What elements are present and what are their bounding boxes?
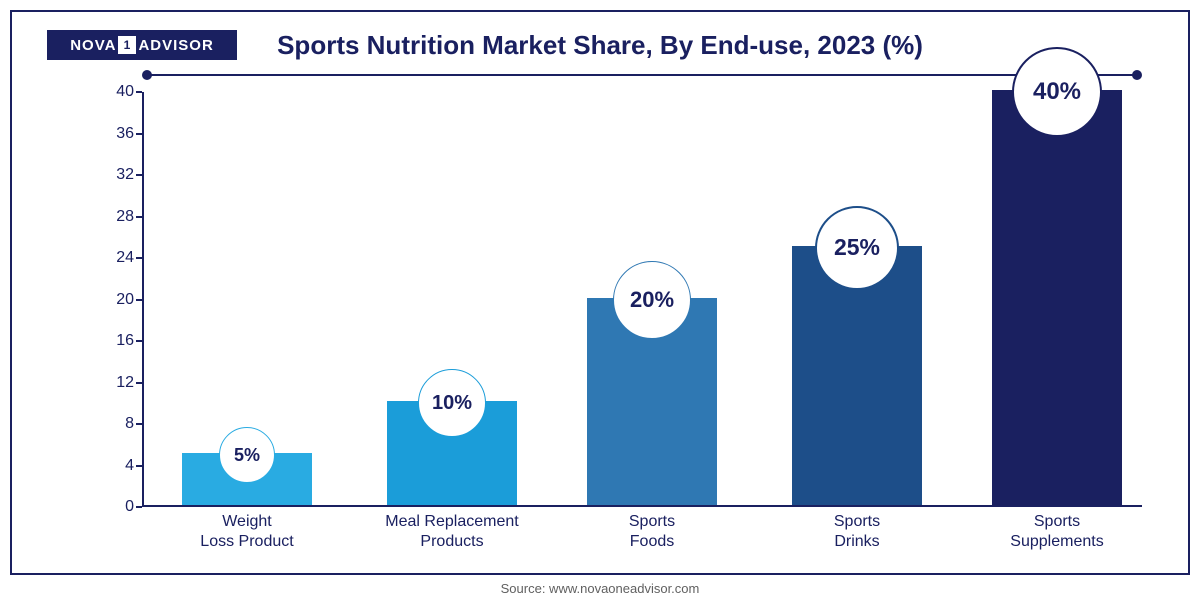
chart-title: Sports Nutrition Market Share, By End-us… [12,30,1188,61]
y-tick-label: 32 [102,166,134,184]
value-bubble: 20% [613,261,691,339]
y-tick-mark [136,340,142,342]
y-tick-mark [136,506,142,508]
y-tick-label: 0 [102,498,134,516]
y-tick-mark [136,423,142,425]
x-axis-label: Meal ReplacementProducts [362,512,542,552]
x-axis [142,505,1142,507]
y-tick-label: 4 [102,457,134,475]
chart-frame: NOVA 1 ADVISOR Sports Nutrition Market S… [10,10,1190,575]
x-axis-label: WeightLoss Product [157,512,337,552]
y-tick-mark [136,465,142,467]
y-tick-mark [136,382,142,384]
bar [992,90,1122,505]
y-tick-label: 20 [102,291,134,309]
y-tick-label: 40 [102,83,134,101]
y-tick-label: 28 [102,208,134,226]
y-tick-label: 12 [102,374,134,392]
y-tick-mark [136,299,142,301]
divider-dot-right [1132,70,1142,80]
y-tick-mark [136,174,142,176]
x-axis-label: SportsDrinks [767,512,947,552]
y-tick-label: 36 [102,125,134,143]
x-axis-label: SportsSupplements [967,512,1147,552]
value-bubble: 25% [815,206,899,290]
source-text: Source: www.novaoneadvisor.com [0,581,1200,596]
x-axis-label: SportsFoods [562,512,742,552]
y-tick-mark [136,257,142,259]
value-bubble: 10% [418,369,486,437]
y-tick-mark [136,133,142,135]
y-tick-label: 24 [102,249,134,267]
y-tick-label: 8 [102,415,134,433]
y-tick-label: 16 [102,332,134,350]
y-axis [142,92,144,507]
plot-area: 04812162024283236405%10%20%25%40% [142,92,1142,507]
value-bubble: 40% [1012,47,1102,137]
divider-line [147,74,1137,76]
y-tick-mark [136,216,142,218]
y-tick-mark [136,91,142,93]
value-bubble: 5% [219,427,275,483]
